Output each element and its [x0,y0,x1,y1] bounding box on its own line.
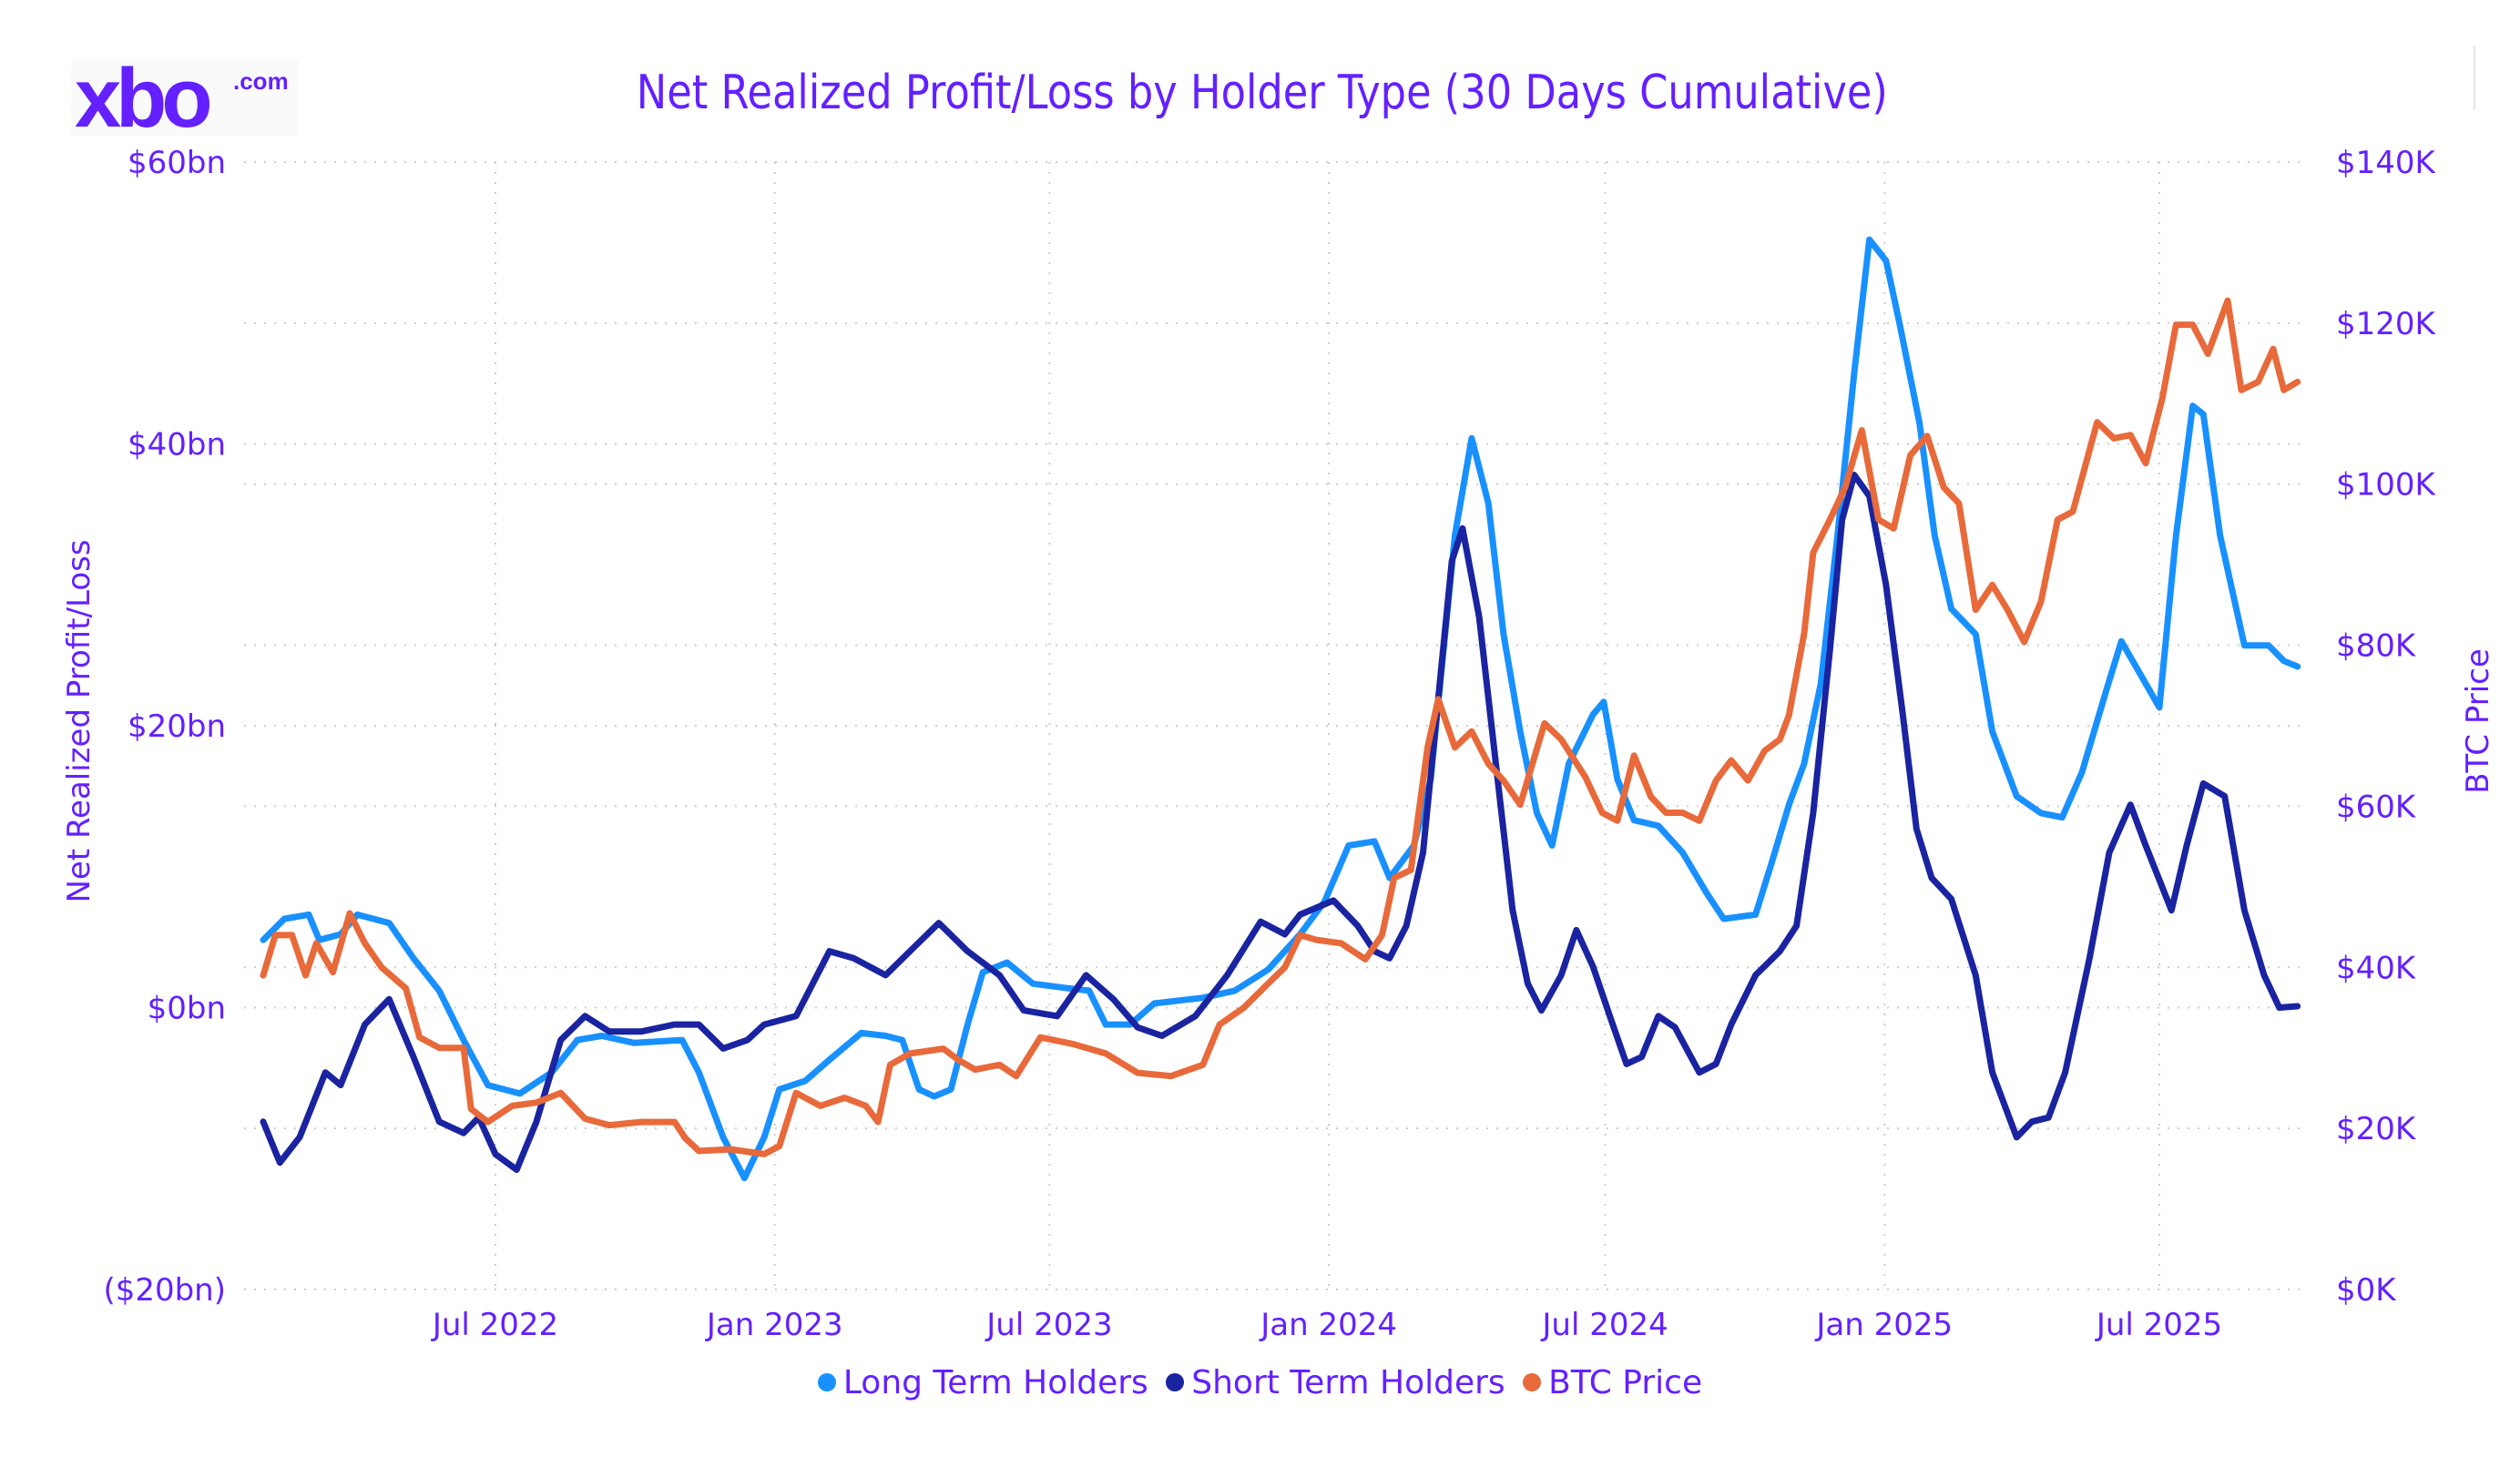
series-line-long-term-holders [260,236,2301,1182]
left-tick-label: $20bn [128,708,226,745]
legend-item-sth[interactable]: Short Term Holders [1166,1364,1505,1401]
right-tick-label: $140K [2336,145,2437,181]
x-tick-label: Jul 2023 [985,1307,1112,1343]
x-tick-label: Jan 2024 [1259,1307,1397,1343]
legend-item-lth[interactable]: Long Term Holders [817,1363,1148,1401]
right-axis-title: BTC Price [2460,648,2496,794]
series-line-short-term-holders [260,472,2301,1173]
legend-label: Long Term Holders [842,1363,1148,1401]
legend: Long Term Holders Short Term Holders BTC… [0,1362,2520,1401]
lth-dot-icon [817,1373,836,1391]
logo-suffix: .com [233,67,289,95]
right-axis-ticks: $140K $120K $100K $80K $60K $40K $20K $0K [2336,145,2437,1309]
x-tick-label: Jan 2025 [1814,1307,1953,1343]
left-tick-label: ($20bn) [103,1272,226,1309]
series-line-btc-price [260,297,2301,1157]
x-axis-ticks: Jul 2022 Jan 2023 Jul 2023 Jan 2024 Jul 2024… [431,1307,2222,1343]
x-tick-label: Jan 2023 [705,1307,843,1343]
left-tick-label: $0bn [148,991,226,1027]
x-tick-label: Jul 2022 [431,1307,558,1343]
logo-wordmark: xbo [75,52,213,145]
left-axis-ticks: $60bn $40bn $20bn $0bn ($20bn) [103,145,226,1309]
right-tick-label: $80K [2336,628,2417,665]
right-tick-label: $20K [2336,1111,2417,1147]
right-tick-label: $100K [2336,467,2437,504]
right-tick-label: $120K [2336,306,2437,342]
legend-label: BTC Price [1548,1363,1703,1401]
left-tick-label: $40bn [128,427,226,464]
legend-label: Short Term Holders [1191,1363,1505,1401]
left-tick-label: $60bn [128,145,226,181]
right-tick-label: $60K [2336,789,2417,825]
chart-title: Net Realized Profit/Loss by Holder Type … [636,66,1888,120]
right-tick-label: $0K [2336,1272,2397,1309]
grid-lines [244,161,2301,1290]
legend-item-btc[interactable]: BTC Price [1523,1364,1702,1401]
btc-dot-icon [1523,1373,1542,1391]
series-lines [260,236,2301,1182]
sth-dot-icon [1166,1373,1185,1391]
right-tick-label: $40K [2336,950,2417,986]
x-tick-label: Jul 2024 [1540,1307,1668,1343]
xbo-logo: xbo .com [71,52,299,145]
x-tick-label: Jul 2025 [2095,1307,2222,1343]
edge-divider [2474,46,2475,109]
left-axis-title: Net Realized Profit/Loss [61,539,97,902]
